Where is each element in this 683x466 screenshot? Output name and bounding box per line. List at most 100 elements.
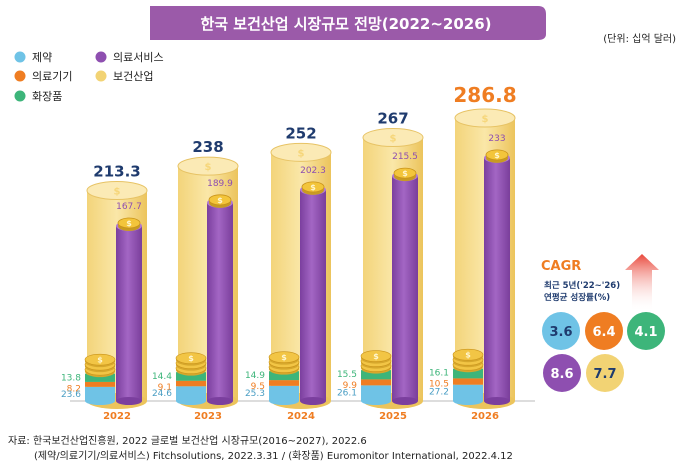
svg-text:$: $ — [205, 162, 212, 173]
legend-marker-제약 — [14, 51, 26, 63]
unit-label: (단위: 십억 달러) — [603, 32, 676, 45]
pharma-label-2024: 25.3 — [245, 389, 265, 399]
cagr-circle-4 — [543, 354, 581, 392]
svg-text:$: $ — [298, 148, 305, 159]
cosmetics-label-2023: 14.4 — [152, 372, 172, 382]
cagr-circle-5 — [586, 354, 624, 392]
cagr-value-4: 8.6 — [550, 367, 573, 382]
legend-label-보건산업: 보건산업 — [113, 70, 153, 83]
bars: $213.3 $167.7 $13.88.223.6 2022 $238 $189.9 $1… — [61, 83, 517, 422]
cagr-subtitle-2: 연평균 성장률(%) — [544, 292, 610, 303]
cagr-subtitle-1: 최근 5년('22~'26) — [544, 280, 620, 291]
year-label-2022: 2022 — [103, 411, 131, 422]
svg-text:$: $ — [465, 351, 471, 360]
device-label-2025: 9.9 — [343, 381, 358, 391]
service-coin-2025: $ — [393, 167, 417, 182]
cosmetics-seg-2026 — [453, 368, 483, 379]
bar-group-2022: $213.3 $167.7 $13.88.223.6 2022 — [61, 163, 148, 422]
cagr-value-5: 7.7 — [593, 367, 616, 382]
year-label-2024: 2024 — [287, 411, 315, 422]
device-label-2026: 10.5 — [429, 380, 449, 390]
svg-text:$: $ — [373, 352, 379, 361]
service-coin-2024: $ — [301, 181, 325, 195]
cagr-panel: CAGR 최근 5년('22~'26)연평균 성장률(%) 3.6 6.4 4.1 8.6… — [541, 254, 665, 392]
total-label-2022: 213.3 — [93, 163, 140, 181]
svg-text:$: $ — [126, 219, 132, 228]
pharma-label-2026: 27.2 — [429, 388, 449, 398]
pharma-seg-2025 — [361, 385, 391, 401]
cagr-title: CAGR — [541, 259, 581, 274]
service-bar-2023 — [207, 202, 233, 401]
service-coin-2026: $ — [485, 149, 509, 163]
service-bar-2022 — [116, 226, 142, 401]
growth-arrow-icon — [625, 254, 659, 312]
total-bar-top-2024 — [270, 142, 332, 162]
pharma-seg-2024 — [269, 385, 299, 401]
svg-text:$: $ — [310, 183, 316, 192]
legend-label-의료서비스: 의료서비스 — [113, 51, 164, 64]
total-bar-top-2026 — [454, 108, 516, 128]
device-label-2022: 8.2 — [67, 385, 81, 395]
service-coin-2022: $ — [117, 217, 141, 231]
device-seg-2023 — [176, 380, 206, 387]
service-bar-2024 — [300, 189, 326, 401]
cagr-circle-3 — [627, 312, 665, 350]
device-seg-2022 — [85, 381, 115, 387]
device-seg-2025 — [361, 379, 391, 386]
legend-marker-화장품 — [14, 90, 26, 102]
service-label-2025: 215.5 — [392, 152, 418, 162]
pharma-seg-2022 — [85, 386, 115, 401]
cosmetics-label-2024: 14.9 — [245, 371, 265, 381]
cosmetics-label-2025: 15.5 — [337, 370, 357, 380]
svg-text:$: $ — [188, 354, 194, 363]
bar-group-2026: $286.8 $233 $16.110.527.2 2026 — [429, 83, 517, 422]
service-label-2022: 167.7 — [116, 202, 142, 212]
svg-text:$: $ — [402, 169, 408, 178]
svg-text:$: $ — [482, 114, 489, 125]
service-label-2024: 202.3 — [300, 166, 326, 176]
source-line-2: (제약/의료기기/의료서비스) Fitchsolutions, 2022.3.3… — [34, 451, 513, 462]
svg-text:$: $ — [390, 134, 397, 145]
bar-group-2024: $252 $202.3 $14.99.525.3 2024 — [245, 124, 332, 422]
svg-text:$: $ — [217, 196, 223, 205]
cagr-circle-1 — [542, 312, 580, 350]
cosmetics-seg-2025 — [361, 370, 391, 380]
pharma-label-2023: 24.6 — [152, 389, 172, 399]
service-label-2026: 233 — [488, 134, 505, 144]
cagr-value-1: 3.6 — [549, 325, 572, 340]
chart-title: 한국 보건산업 시장규모 전망(2022~2026) — [200, 15, 491, 33]
legend-label-제약: 제약 — [32, 50, 52, 64]
service-coin-2023: $ — [208, 194, 232, 208]
total-bar-top-2022 — [86, 181, 148, 201]
total-label-2024: 252 — [285, 124, 316, 142]
bar-group-2023: $238 $189.9 $14.49.124.6 2023 — [152, 138, 239, 422]
cosmetics-label-2022: 13.8 — [61, 374, 81, 384]
legend-label-의료기기: 의료기기 — [32, 70, 72, 83]
device-seg-2026 — [453, 378, 483, 385]
device-label-2024: 9.5 — [251, 382, 265, 392]
year-label-2026: 2026 — [471, 411, 499, 422]
legend-marker-의료서비스 — [95, 51, 107, 63]
device-label-2023: 9.1 — [158, 383, 172, 393]
title-banner: 한국 보건산업 시장규모 전망(2022~2026) (단위: 십억 달러) — [150, 6, 676, 45]
total-label-2026: 286.8 — [453, 83, 516, 107]
legend-label-화장품: 화장품 — [32, 90, 62, 103]
bar-group-2025: $267 $215.5 $15.59.926.1 2025 — [337, 110, 424, 422]
legend-marker-의료기기 — [14, 70, 26, 82]
cosmetics-seg-2022 — [85, 373, 115, 382]
year-label-2025: 2025 — [379, 411, 407, 422]
total-bar-top-2023 — [177, 156, 239, 176]
service-label-2023: 189.9 — [207, 179, 233, 189]
title-background — [150, 6, 546, 40]
total-label-2023: 238 — [192, 138, 223, 156]
device-seg-2024 — [269, 380, 299, 386]
pharma-label-2022: 23.6 — [61, 390, 81, 400]
svg-text:$: $ — [281, 353, 287, 362]
service-bar-2026 — [484, 157, 510, 401]
legend-marker-보건산업 — [95, 70, 107, 82]
total-bar-top-2025 — [362, 128, 424, 148]
pharma-seg-2026 — [453, 384, 483, 401]
service-bar-2025 — [392, 176, 418, 401]
